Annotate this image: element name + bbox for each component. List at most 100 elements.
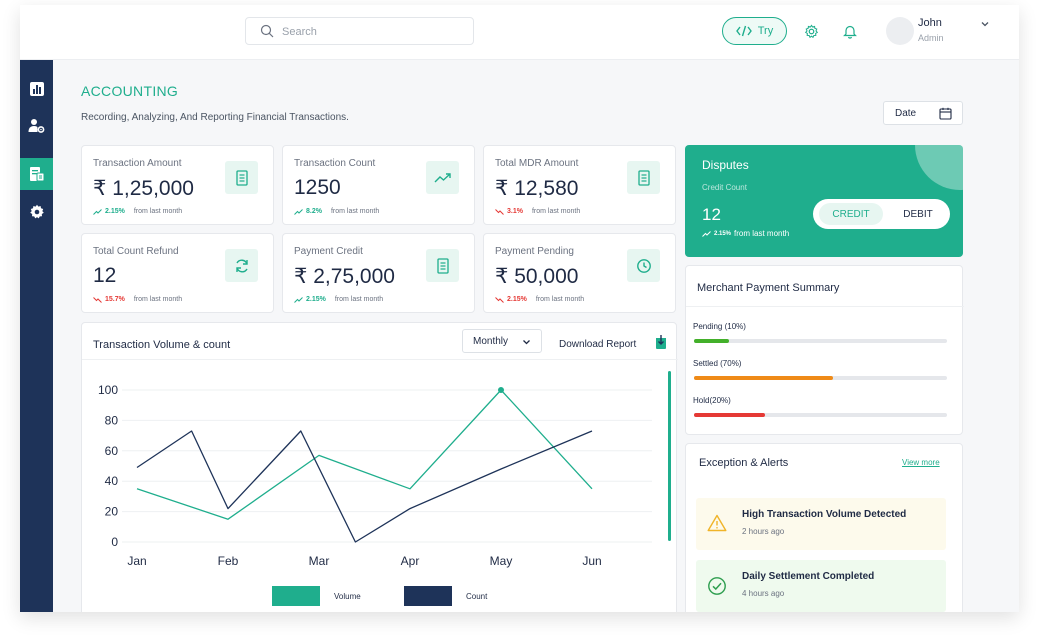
settings-button[interactable] — [799, 19, 823, 43]
chart-title: Transaction Volume & count — [93, 339, 231, 351]
trend-down-icon — [495, 208, 504, 215]
chevron-down-icon — [523, 340, 530, 345]
legend-swatch — [404, 586, 452, 606]
stat-trend: 2.15% from last month — [495, 296, 584, 303]
exceptions-alerts-panel: Exception & Alerts View more High Transa… — [685, 443, 963, 612]
stat-pct: 3.1% — [507, 208, 523, 215]
stat-card: Payment Pending ₹ 50,000 2.15% from last mo… — [483, 233, 676, 313]
progress-track — [694, 376, 947, 380]
trend-up-icon — [702, 230, 711, 237]
disputes-title: Disputes — [702, 158, 749, 172]
legend-item-volume[interactable]: Volume — [272, 586, 361, 606]
credit-toggle-button[interactable]: CREDIT — [819, 203, 883, 225]
progress-label: Pending (10%) — [693, 322, 746, 331]
y-tick-label: 80 — [105, 413, 119, 427]
refresh-icon — [225, 249, 258, 282]
progress-fill — [694, 413, 765, 417]
stat-from: from last month — [531, 208, 581, 215]
x-tick-label: Mar — [309, 554, 330, 568]
alert-title: High Transaction Volume Detected — [742, 509, 907, 520]
stat-pct: 2.15% — [105, 208, 125, 215]
bar-chart-icon — [29, 82, 44, 96]
page-title: ACCOUNTING — [81, 83, 179, 99]
stat-pct: 2.15% — [306, 296, 326, 303]
merchant-title: Merchant Payment Summary — [697, 282, 840, 294]
alert-title: Daily Settlement Completed — [742, 571, 875, 582]
stat-card: Total MDR Amount ₹ 12,580 3.1% from last mo… — [483, 145, 676, 225]
progress-track — [694, 413, 947, 417]
progress-fill — [694, 339, 730, 343]
stat-value: 1250 — [294, 176, 341, 199]
legend-swatch — [272, 586, 320, 606]
sidebar-item-dashboard[interactable] — [20, 73, 53, 105]
stat-from: from last month — [133, 296, 183, 303]
document-icon — [225, 161, 258, 194]
chevron-down-icon[interactable] — [980, 19, 990, 29]
stat-pct: 2.15% — [507, 296, 527, 303]
disputes-pct: 2.15% — [714, 230, 732, 237]
legend-label: Count — [466, 591, 488, 601]
app-window: Try John Admin ACCOUNTING Recording, Ana… — [20, 5, 1019, 612]
date-picker-button[interactable]: Date — [883, 101, 963, 125]
search-input[interactable] — [282, 22, 462, 42]
download-report-button[interactable]: Download Report — [559, 339, 637, 350]
stat-pct: 8.2% — [306, 208, 322, 215]
trend-up-icon — [294, 296, 303, 303]
stat-card: Transaction Count 1250 8.2% from last month — [282, 145, 475, 225]
progress-track — [694, 339, 947, 343]
trend-down-icon — [495, 296, 504, 303]
alerts-title: Exception & Alerts — [699, 457, 789, 469]
disputes-value: 12 — [702, 205, 721, 224]
alert-time: 2 hours ago — [742, 527, 785, 536]
stat-label: Total MDR Amount — [495, 158, 579, 169]
search-icon — [260, 24, 274, 38]
stat-trend: 8.2% from last month — [294, 208, 379, 215]
trend-up-icon — [294, 208, 303, 215]
stat-trend: 3.1% from last month — [495, 208, 580, 215]
legend-item-count[interactable]: Count — [404, 586, 487, 606]
search-box[interactable] — [245, 17, 474, 45]
stat-card: Transaction Amount ₹ 1,25,000 2.15% from la… — [81, 145, 274, 225]
sidebar-item-accounting[interactable] — [20, 158, 53, 190]
sidebar-item-users[interactable] — [20, 110, 53, 142]
series-line-count — [136, 430, 593, 543]
disputes-subtitle: Credit Count — [702, 183, 747, 192]
top-bar: Try John Admin — [20, 5, 1019, 60]
y-tick-label: 100 — [98, 383, 118, 397]
line-chart: 0 20 40 60 80 100 Jan Feb Mar Apr May Jun — [98, 383, 652, 568]
sidebar — [20, 60, 53, 612]
alert-item[interactable]: High Transaction Volume Detected 2 hours … — [696, 498, 946, 550]
disputes-from: from last month — [734, 229, 790, 238]
trend-down-icon — [93, 296, 102, 303]
decorative-circle — [915, 145, 963, 190]
debit-toggle-button[interactable]: DEBIT — [903, 208, 933, 220]
legend-label: Volume — [334, 591, 361, 601]
y-tick-label: 40 — [105, 474, 119, 488]
x-tick-label: Apr — [401, 554, 420, 568]
try-button[interactable]: Try — [722, 17, 787, 45]
chart-scrollbar[interactable] — [668, 371, 671, 541]
code-icon — [735, 25, 752, 37]
y-tick-label: 0 — [111, 535, 118, 549]
stat-trend: 15.7% from last month — [93, 296, 182, 303]
stat-label: Payment Credit — [294, 246, 363, 257]
stat-value: ₹ 1,25,000 — [93, 177, 194, 200]
sidebar-item-settings[interactable] — [20, 196, 53, 228]
period-select[interactable]: Monthly — [462, 329, 542, 353]
divider — [82, 359, 678, 360]
download-icon[interactable] — [654, 334, 668, 350]
y-tick-label: 20 — [105, 505, 119, 519]
ledger-icon — [29, 167, 44, 182]
notifications-button[interactable] — [838, 19, 862, 43]
date-label: Date — [895, 108, 917, 119]
data-point-marker — [498, 387, 504, 393]
merchant-payment-summary: Merchant Payment Summary Pending (10%) Se… — [685, 265, 964, 435]
user-role: Admin — [918, 33, 944, 43]
view-more-link[interactable]: View more — [902, 458, 940, 467]
stat-from: from last month — [535, 296, 585, 303]
avatar[interactable] — [886, 17, 914, 45]
stat-value: ₹ 2,75,000 — [294, 265, 395, 288]
alert-item[interactable]: Daily Settlement Completed 4 hours ago — [696, 560, 946, 612]
progress-label: Hold(20%) — [693, 396, 731, 405]
calendar-icon — [939, 107, 952, 120]
